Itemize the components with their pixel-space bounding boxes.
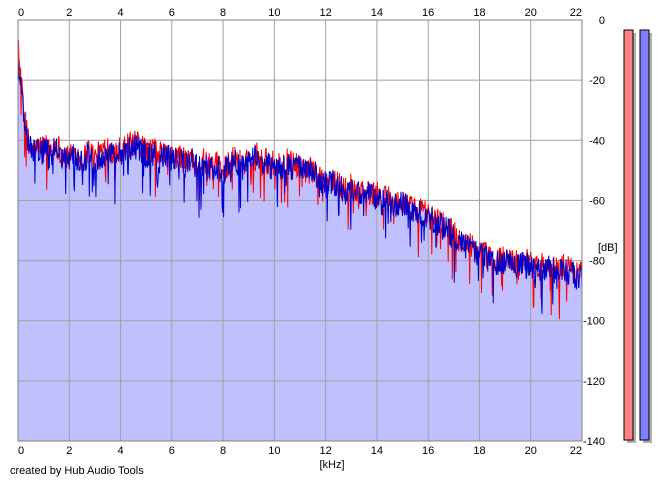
x-tick-bottom-3: 6 (169, 445, 175, 457)
y-tick-3: -60 (589, 195, 605, 207)
x-tick-top-1: 2 (66, 7, 72, 19)
plot-frame (17, 19, 583, 442)
y-tick-5: -100 (583, 316, 605, 328)
x-tick-top-0: 0 (18, 7, 24, 19)
x-tick-bottom-1: 2 (66, 445, 72, 457)
y-tick-7: -140 (583, 436, 605, 448)
level-meter-2 (639, 29, 650, 441)
x-tick-top-10: 20 (525, 7, 537, 19)
x-tick-top-6: 12 (320, 7, 332, 19)
y-tick-4: -80 (589, 256, 605, 268)
x-tick-bottom-0: 0 (18, 445, 24, 457)
x-tick-top-5: 10 (268, 7, 280, 19)
x-tick-bottom-10: 20 (525, 445, 537, 457)
y-axis-label: [dB] (598, 242, 618, 254)
x-tick-bottom-11: 22 (570, 445, 582, 457)
tick-labels: 002244668810101212141416161818202022220-… (18, 7, 605, 457)
x-tick-bottom-7: 14 (371, 445, 383, 457)
x-tick-top-7: 14 (371, 7, 383, 19)
x-tick-bottom-4: 8 (220, 445, 226, 457)
level-meters (623, 29, 652, 443)
credit-text: created by Hub Audio Tools (10, 465, 144, 477)
series-line-2 (17, 56, 583, 314)
x-tick-top-4: 8 (220, 7, 226, 19)
x-tick-top-3: 6 (169, 7, 175, 19)
x-tick-top-9: 18 (473, 7, 485, 19)
spectrum-fill-area (18, 40, 582, 441)
y-tick-2: -40 (589, 135, 605, 147)
x-tick-bottom-2: 4 (117, 445, 123, 457)
level-meter-1 (623, 29, 634, 441)
x-tick-bottom-8: 16 (422, 445, 434, 457)
x-tick-bottom-9: 18 (473, 445, 485, 457)
x-tick-top-2: 4 (117, 7, 123, 19)
x-axis-label: [kHz] (319, 459, 344, 471)
x-tick-top-8: 16 (422, 7, 434, 19)
x-tick-bottom-5: 10 (268, 445, 280, 457)
x-tick-top-11: 22 (570, 7, 582, 19)
grid-lines (17, 19, 583, 442)
y-tick-0: 0 (599, 15, 605, 27)
y-tick-6: -120 (583, 376, 605, 388)
y-tick-1: -20 (589, 75, 605, 87)
x-tick-bottom-6: 12 (320, 445, 332, 457)
series-layer (17, 40, 583, 320)
